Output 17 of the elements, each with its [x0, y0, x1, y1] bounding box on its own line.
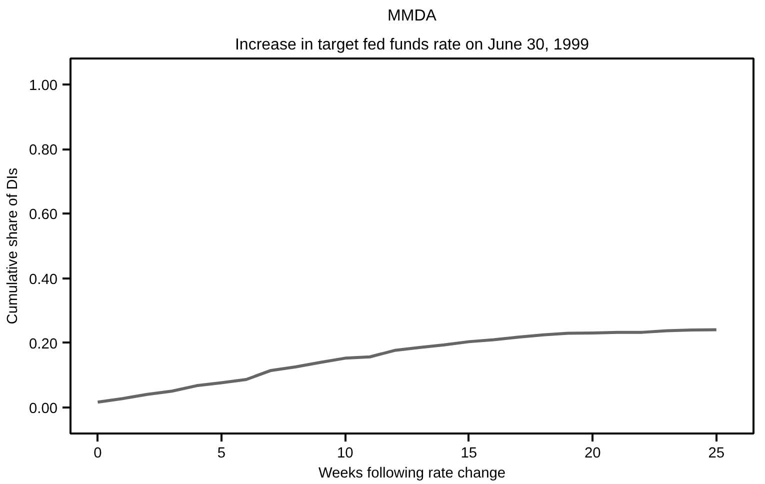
x-tick-label: 25 [708, 446, 725, 462]
y-tick-label: 0.60 [28, 207, 58, 224]
y-tick-label: 0.20 [28, 336, 58, 352]
x-tick-label: 20 [584, 446, 601, 462]
chart-subtitle: Increase in target fed funds rate on June 30, 1999 [234, 36, 590, 54]
y-tick-label: 1.00 [28, 78, 58, 94]
y-tick-label: 0.00 [28, 401, 58, 418]
x-tick-label: 15 [460, 446, 478, 462]
x-tick-label: 0 [94, 446, 102, 462]
x-tick-label: 10 [337, 446, 354, 462]
chart-title: MMDA [388, 8, 437, 24]
y-axis-title: Cumulative share of DIs [4, 168, 21, 324]
y-tick-label: 0.40 [28, 272, 58, 288]
x-axis-title: Weeks following rate change [318, 466, 506, 482]
x-tick-label: 5 [217, 446, 226, 462]
line-series [96, 328, 718, 404]
y-tick-label: 0.80 [28, 142, 58, 159]
